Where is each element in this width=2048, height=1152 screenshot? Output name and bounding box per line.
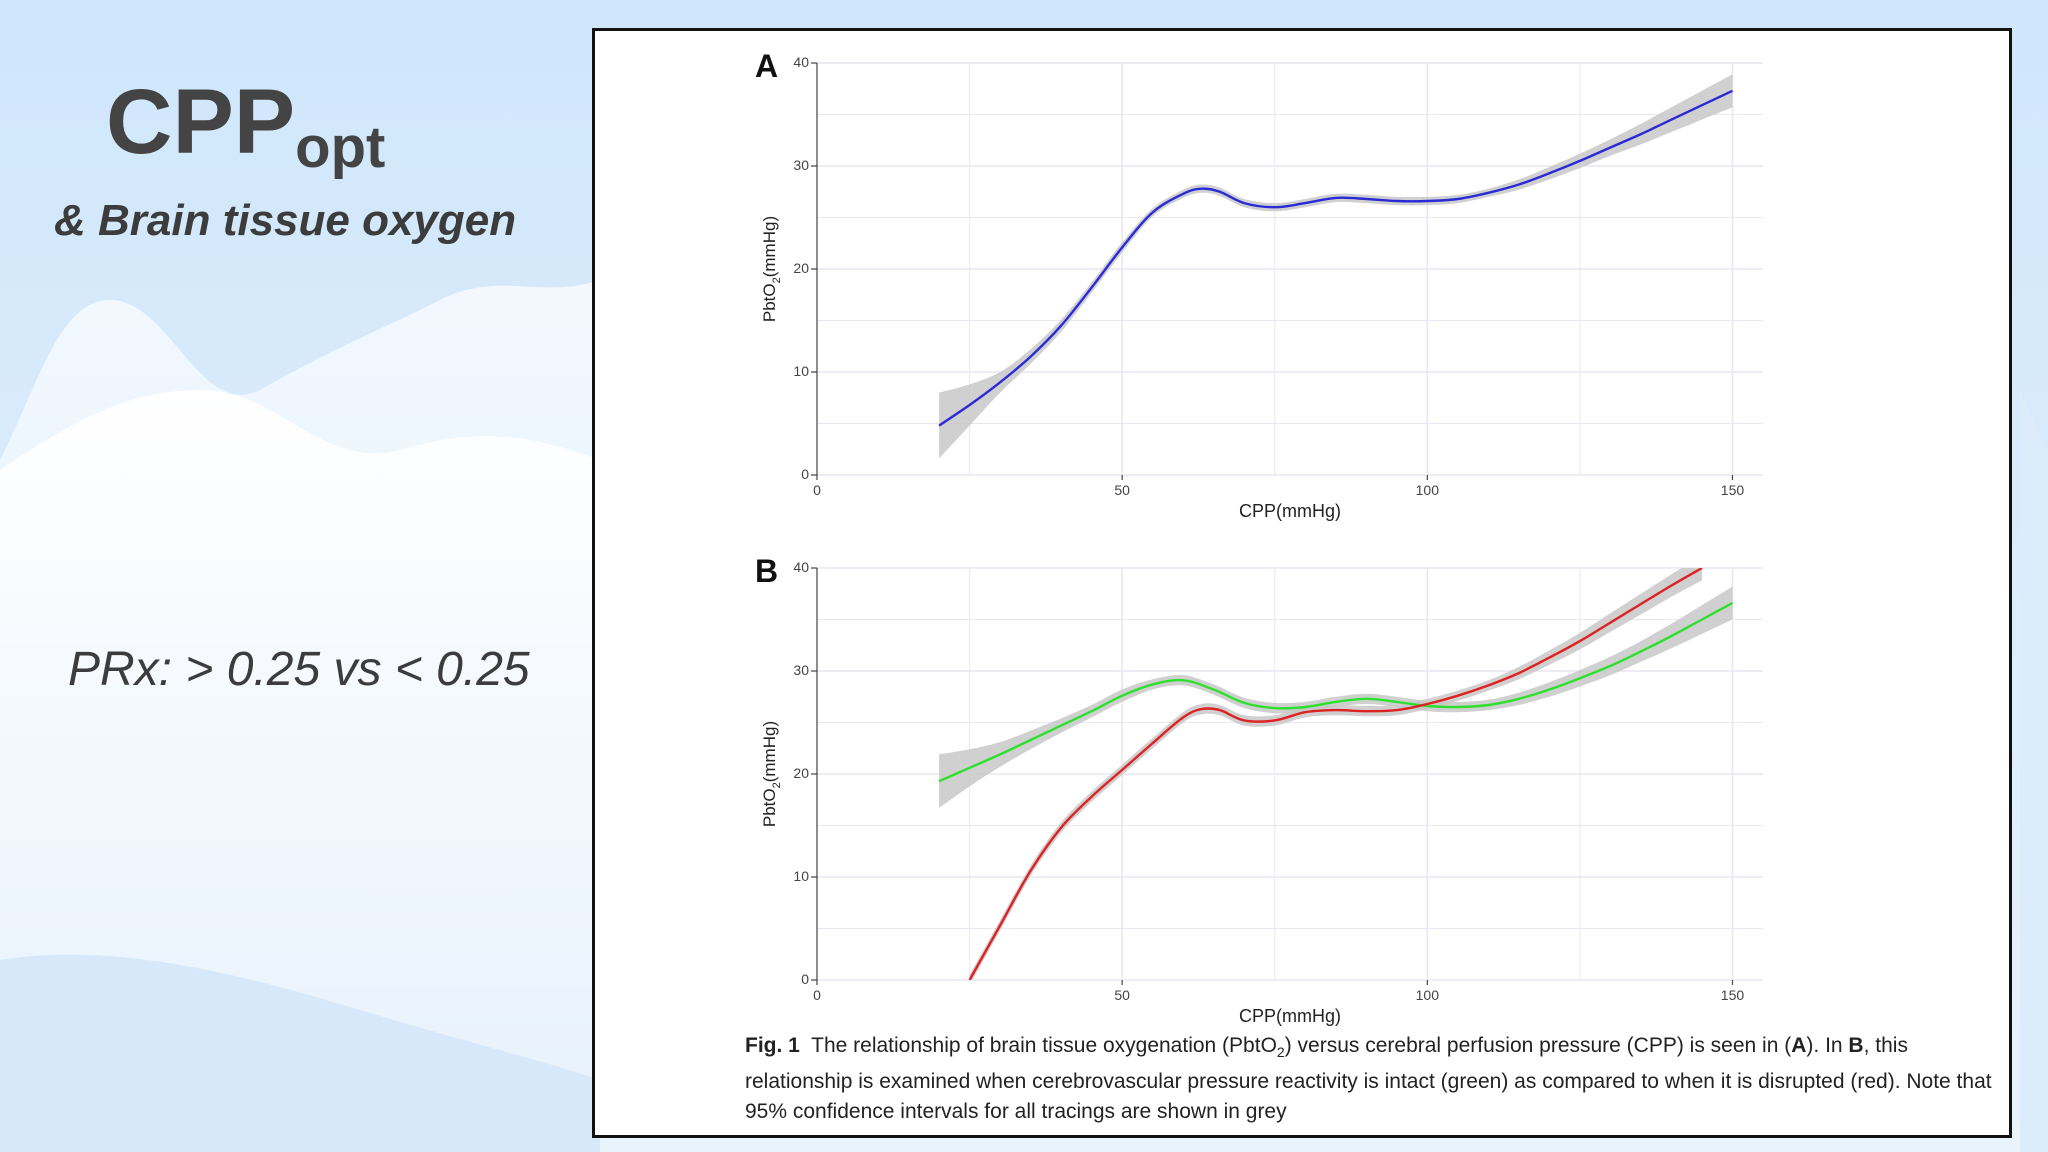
prx-label: PRx: > 0.25 vs < 0.25 bbox=[68, 643, 530, 696]
panel-b-ci-band-0 bbox=[939, 586, 1733, 808]
panel-a-y-axis-label-unit: (mmHg) bbox=[760, 216, 779, 277]
panel-a-y-axis-label: PbtO2(mmHg) bbox=[760, 216, 783, 322]
panel-b-series-group bbox=[938, 568, 1734, 980]
panel-a-x-tick-label: 50 bbox=[1114, 482, 1130, 498]
panel-a-y-axis-label-sub: 2 bbox=[771, 277, 783, 283]
panel-b-y-tick-label: 30 bbox=[793, 662, 809, 678]
caption-fig-label: Fig. 1 bbox=[745, 1034, 800, 1057]
figure-caption: Fig. 1 The relationship of brain tissue … bbox=[745, 1031, 1995, 1127]
panel-a-plot: 0 10 20 30 40 0 50 100 150 CPP(mmHg) PbtO2(mmHg) A bbox=[755, 48, 1763, 521]
caption-text-3: ). In bbox=[1806, 1034, 1849, 1057]
mountain-front bbox=[0, 954, 600, 1152]
panel-a-y-tick-label: 20 bbox=[793, 260, 809, 276]
panel-b-y-tick-label: 40 bbox=[793, 559, 809, 575]
panel-a-series-line-0 bbox=[938, 89, 1734, 427]
panel-b-series-line-1 bbox=[968, 568, 1703, 980]
panel-b-x-axis-label: CPP(mmHg) bbox=[1239, 1006, 1341, 1026]
title-main: CPP bbox=[106, 71, 296, 173]
caption-text-4: , this relationship is examined when cer… bbox=[745, 1034, 1992, 1124]
panel-b-y-tick-label: 10 bbox=[793, 868, 809, 884]
panel-b-x-tick-label: 0 bbox=[813, 987, 821, 1003]
caption-text-2: ) versus cerebral perfusion pressure (CP… bbox=[1284, 1034, 1792, 1057]
panel-b-plot: 0 10 20 30 40 0 50 100 150 CPP(mmHg) PbtO2(mmHg) B bbox=[755, 553, 1763, 1026]
panel-b-x-tick-label: 150 bbox=[1721, 987, 1745, 1003]
panel-a-x-axis-label: CPP(mmHg) bbox=[1239, 501, 1341, 521]
title-subscript: opt bbox=[295, 115, 386, 180]
caption-subscript: 2 bbox=[1276, 1044, 1285, 1061]
panel-b-ci-band-1 bbox=[969, 568, 1702, 980]
panel-a-y-tick-label: 10 bbox=[793, 363, 809, 379]
panel-a-ci-band-0 bbox=[939, 74, 1733, 459]
slide-subtitle: & Brain tissue oxygen bbox=[54, 196, 517, 245]
figure-panel: 0 10 20 30 40 0 50 100 150 CPP(mmHg) PbtO2(mmHg) A 0… bbox=[592, 28, 2012, 1138]
slide-title: CPPopt bbox=[106, 70, 385, 180]
panel-a-x-tick-label: 0 bbox=[813, 482, 821, 498]
panel-a-y-axis-label-main: PbtO bbox=[760, 283, 779, 322]
panel-b-y-axis-label-sub: 2 bbox=[771, 782, 783, 788]
panel-b-y-axis-label-main: PbtO bbox=[760, 788, 779, 827]
panel-a-y-tick-label: 0 bbox=[801, 466, 809, 482]
caption-text-1: The relationship of brain tissue oxygena… bbox=[811, 1034, 1277, 1057]
panel-b-y-axis-label: PbtO2(mmHg) bbox=[760, 721, 783, 827]
panel-b-y-axis-label-unit: (mmHg) bbox=[760, 721, 779, 782]
panel-a-letter: A bbox=[755, 48, 778, 84]
panel-b-letter: B bbox=[755, 553, 778, 589]
panel-a-y-tick-label: 30 bbox=[793, 157, 809, 173]
caption-panel-b: B bbox=[1848, 1034, 1864, 1057]
panel-a-x-tick-label: 100 bbox=[1416, 482, 1440, 498]
panel-b-series-line-0 bbox=[938, 601, 1734, 783]
caption-panel-a: A bbox=[1791, 1034, 1807, 1057]
panel-a-x-tick-label: 150 bbox=[1721, 482, 1745, 498]
panel-a-y-tick-label: 40 bbox=[793, 54, 809, 70]
panel-a-series-group bbox=[938, 74, 1734, 459]
panel-b-x-tick-label: 50 bbox=[1114, 987, 1130, 1003]
mountain-right bbox=[2020, 390, 2048, 1152]
panel-b-x-tick-label: 100 bbox=[1416, 987, 1440, 1003]
panel-b-y-tick-label: 0 bbox=[801, 971, 809, 987]
panel-b-y-tick-label: 20 bbox=[793, 765, 809, 781]
